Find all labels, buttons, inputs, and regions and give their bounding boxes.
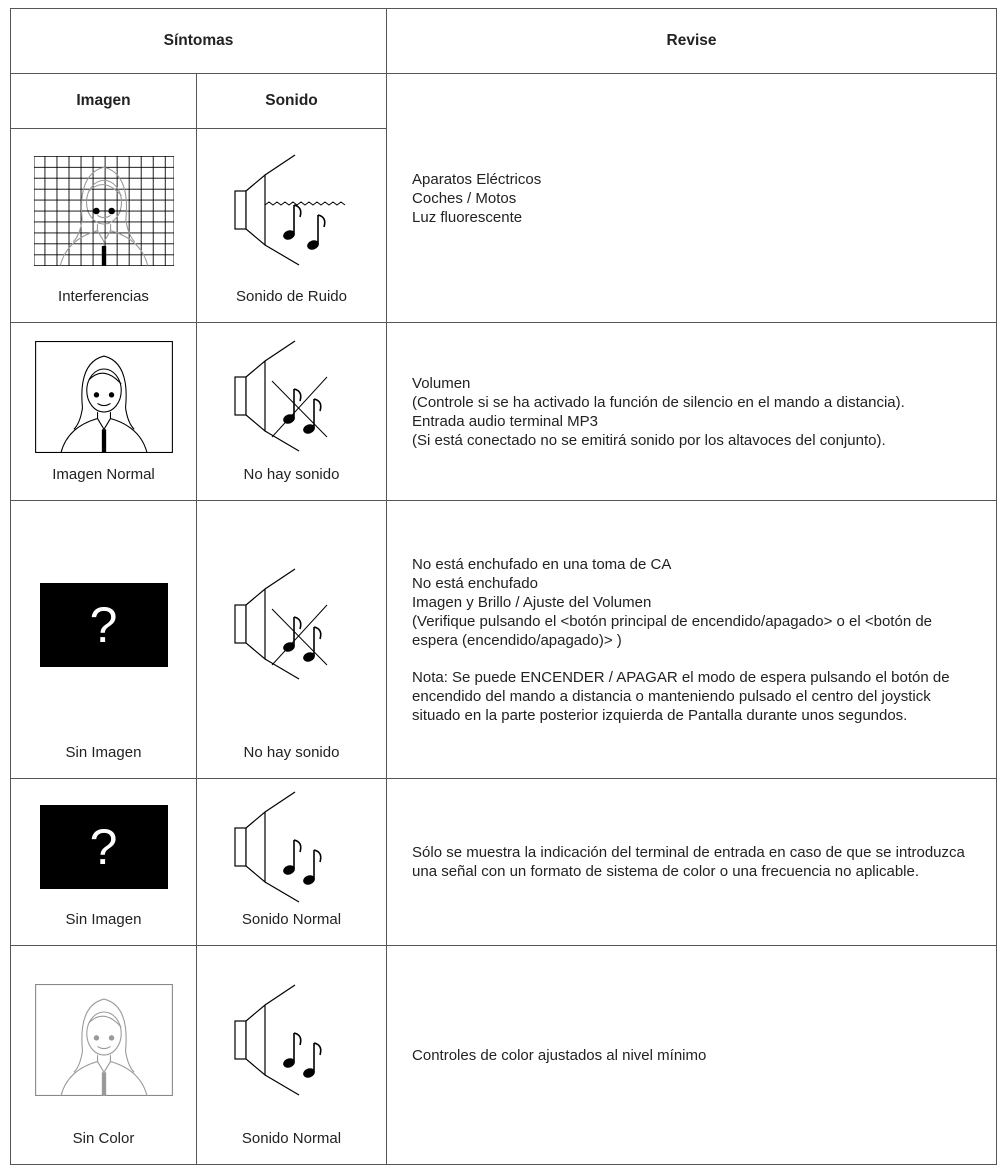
no-image-icon: ?	[39, 805, 168, 889]
sound-cell: Sonido Normal	[195, 945, 388, 1165]
image-label: Sin Imagen	[65, 744, 142, 761]
sound-cell: Sonido Normal	[195, 778, 388, 946]
check-line: Volumen	[412, 374, 471, 392]
image-label: Sin Imagen	[65, 911, 142, 928]
check-line: (Si está conectado no se emitirá sonido …	[412, 431, 886, 449]
subheader-cell: Imagen	[10, 73, 197, 129]
sound-label: Sonido Normal	[241, 1130, 342, 1147]
no-color-icon	[34, 984, 173, 1096]
image-cell: Sin Color	[10, 945, 197, 1165]
no-image-icon: ?	[39, 582, 168, 667]
check-line: Sólo se muestra la indicación del termin…	[412, 844, 965, 880]
check-line: Coches / Motos	[412, 189, 517, 207]
header-cell: Síntomas	[9, 8, 388, 74]
normal-sound-icon	[233, 983, 322, 1096]
sound-label: No hay sonido	[243, 466, 340, 483]
check-line: Imagen y Brillo / Ajuste del Volumen	[412, 593, 652, 611]
header-cell: Revise	[386, 8, 998, 74]
check-cell: Controles de color ajustados al nivel mí…	[386, 945, 998, 1165]
image-label: Sin Color	[72, 1130, 135, 1147]
sound-cell: No hay sonido	[195, 500, 388, 779]
check-cell: Volumen (Controle si se ha activado la fu…	[386, 322, 998, 501]
image-cell: ? Sin Imagen	[10, 500, 197, 779]
muted-sound-icon	[233, 568, 327, 680]
check-line: Entrada audio terminal MP3	[412, 412, 598, 430]
check-line: (Controle si se ha activado la función d…	[412, 393, 905, 411]
check-line: (Verifique pulsando el <botón principal …	[412, 612, 933, 649]
check-line: Controles de color ajustados al nivel mí…	[412, 1046, 707, 1064]
check-cell: No está enchufado en una toma de CA No es…	[386, 500, 998, 779]
image-cell: ? Sin Imagen	[10, 778, 197, 946]
sound-label: Sonido Normal	[241, 911, 342, 928]
image-cell: Imagen Normal	[10, 322, 197, 501]
image-label: Interferencias	[58, 288, 149, 305]
interference-icon	[33, 155, 174, 266]
image-cell: Interferencias	[10, 128, 197, 323]
subheader-cell: Sonido	[195, 73, 388, 129]
check-line: Aparatos Eléctricos	[412, 170, 542, 188]
sound-label: Sonido de Ruido	[236, 288, 347, 305]
check-line: Luz fluorescente	[412, 208, 523, 226]
sound-label: No hay sonido	[243, 744, 340, 761]
sound-cell: Sonido de Ruido	[195, 128, 388, 323]
note-text: Nota: Se puede ENCENDER / APAGAR el modo…	[412, 668, 950, 724]
check-line: No está enchufado	[412, 574, 538, 592]
check-cell: Sólo se muestra la indicación del termin…	[386, 778, 998, 946]
sound-cell: No hay sonido	[195, 322, 388, 501]
normal-sound-icon	[233, 790, 322, 903]
check-line: No está enchufado en una toma de CA	[412, 555, 672, 573]
image-label: Imagen Normal	[52, 466, 155, 483]
muted-sound-icon	[233, 340, 327, 452]
noise-sound-icon	[233, 154, 345, 266]
normal-image-icon	[34, 340, 173, 453]
troubleshooting-table: Síntomas Revise Imagen Sonido Aparatos E…	[9, 8, 998, 1165]
check-cell: Aparatos Eléctricos Coches / Motos Luz flu…	[386, 73, 998, 323]
